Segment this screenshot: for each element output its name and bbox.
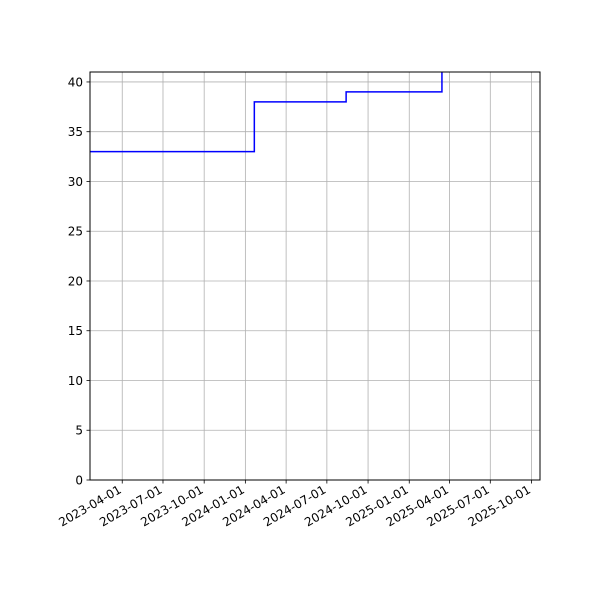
y-tick-label: 40 (68, 75, 83, 89)
plot-frame (89, 71, 541, 481)
y-axis: 0 5 10 15 20 25 30 35 40 (68, 75, 90, 488)
series-layer (90, 72, 443, 153)
y-tick-label: 5 (75, 424, 83, 438)
y-tick-label: 0 (75, 474, 83, 488)
y-tick-label: 30 (68, 175, 83, 189)
series-step-line (90, 72, 443, 153)
y-tick-label: 25 (68, 225, 83, 239)
grid-lines (90, 72, 540, 481)
y-tick-label: 15 (68, 324, 83, 338)
y-tick-label: 20 (68, 274, 83, 288)
y-tick-label: 35 (68, 125, 83, 139)
y-tick-label: 10 (68, 374, 83, 388)
